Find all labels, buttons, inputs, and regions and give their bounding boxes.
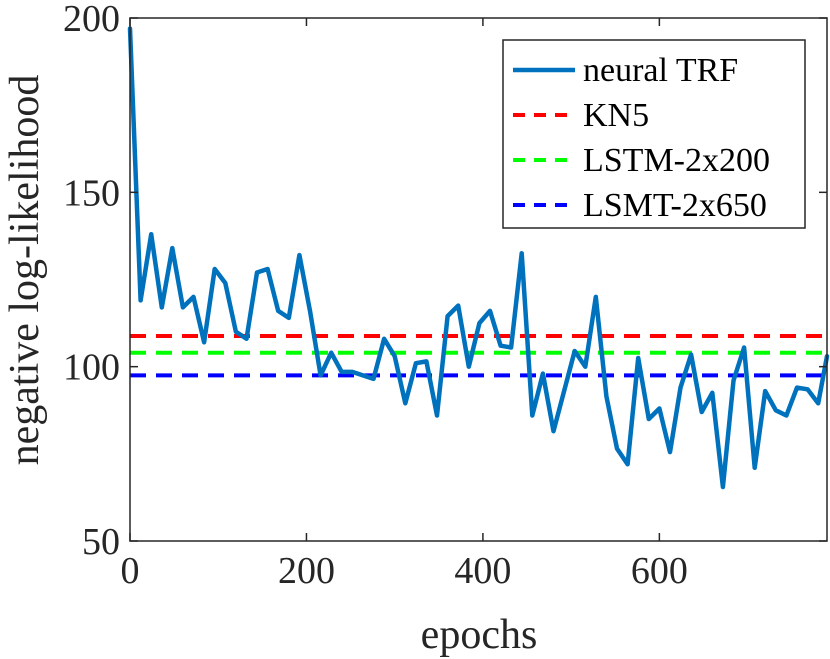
x-tick-label: 400 bbox=[454, 550, 511, 592]
legend-label: neural TRF bbox=[583, 52, 738, 89]
legend-label: LSMT-2x650 bbox=[583, 187, 767, 224]
x-axis-label: epochs bbox=[421, 612, 538, 658]
tick-labels: 0 200 400 600 50 100 150 200 bbox=[63, 0, 688, 592]
x-tick-label: 200 bbox=[278, 550, 335, 592]
legend-label: LSTM-2x200 bbox=[583, 142, 770, 179]
y-tick-label: 100 bbox=[63, 347, 120, 389]
legend: neural TRF KN5 LSTM-2x200 LSMT-2x650 bbox=[502, 39, 806, 229]
x-tick-label: 600 bbox=[631, 550, 688, 592]
y-axis-label: negative log-likelihood bbox=[2, 75, 48, 466]
series-line-neural-trf bbox=[127, 26, 830, 490]
y-tick-label: 50 bbox=[82, 521, 120, 563]
x-tick-label: 0 bbox=[121, 550, 140, 592]
y-tick-label: 200 bbox=[63, 0, 120, 40]
legend-label: KN5 bbox=[583, 97, 649, 134]
tick-marks bbox=[129, 17, 827, 542]
y-tick-label: 150 bbox=[63, 172, 120, 214]
plot-frame bbox=[129, 17, 828, 542]
